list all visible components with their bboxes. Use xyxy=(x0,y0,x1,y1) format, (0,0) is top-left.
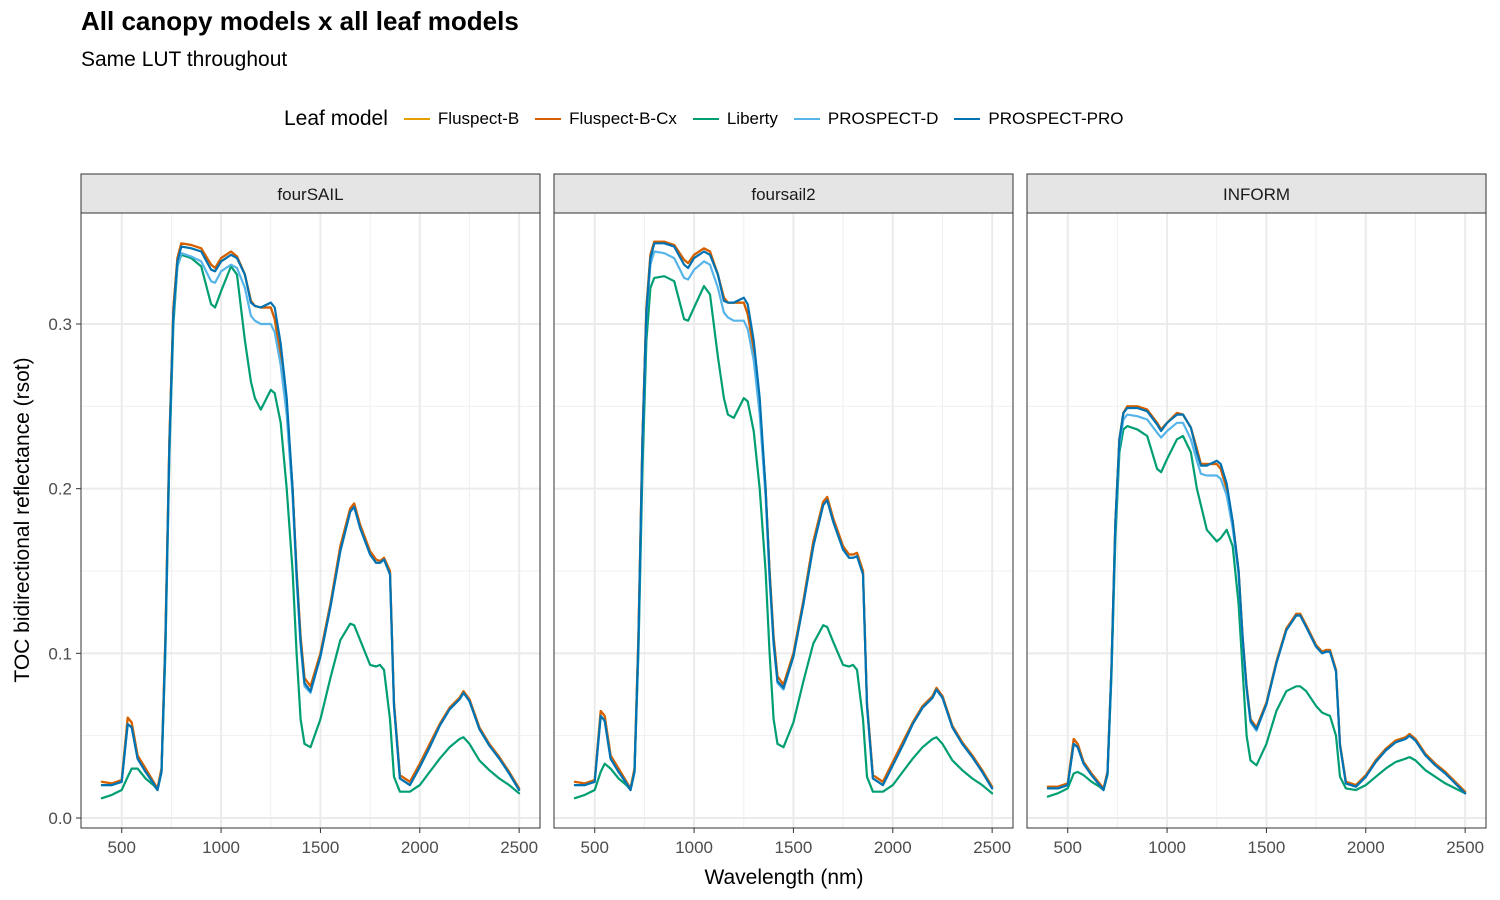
legend: Leaf model Fluspect-B Fluspect-B-Cx Libe… xyxy=(284,104,1140,134)
x-axis-label: Wavelength (nm) xyxy=(704,866,863,889)
series-line-prospect-pro xyxy=(573,242,994,792)
panel-strip xyxy=(553,173,1014,214)
y-tick-label: 0.1 xyxy=(48,644,72,663)
x-tick-label: 1500 xyxy=(302,838,340,857)
legend-key xyxy=(954,117,981,121)
x-tick-label: 500 xyxy=(581,838,609,857)
panel-inform: INFORM 500 1000 1500 2000 2500 xyxy=(1026,173,1487,857)
legend-label: Fluspect-B xyxy=(437,109,520,128)
legend-label: PROSPECT-D xyxy=(827,109,939,128)
chart-subtitle: Same LUT throughout xyxy=(81,48,288,71)
x-tick-label: 1000 xyxy=(1148,838,1186,857)
panel-border xyxy=(80,212,541,829)
y-tick-label: 0.0 xyxy=(48,809,72,828)
x-tick-label: 500 xyxy=(108,838,136,857)
x-tick-label: 1000 xyxy=(202,838,240,857)
panel-border xyxy=(553,212,1014,829)
legend-label: Liberty xyxy=(726,109,778,128)
x-tick-label: 2000 xyxy=(401,838,439,857)
panel-strip xyxy=(1026,173,1487,214)
legend-item-prospect-pro: PROSPECT-PRO xyxy=(954,109,1124,129)
x-tick-label: 500 xyxy=(1054,838,1082,857)
panel-strip-label: fourSAIL xyxy=(277,185,343,204)
panel-foursail: fourSAIL 500 1000 1500 2000 2500 0.0 0.1 0.2 0.3 xyxy=(48,173,541,857)
panel-strip-label: foursail2 xyxy=(751,185,815,204)
y-axis-label: TOC bidirectional reflectance (rsot) xyxy=(11,357,34,682)
legend-title: Leaf model xyxy=(284,107,388,130)
panel-foursail2: foursail2 500 1000 1500 2000 2500 xyxy=(553,173,1014,857)
legend-item-fluspect-b-cx: Fluspect-B-Cx xyxy=(535,109,677,129)
panel-strip-label: INFORM xyxy=(1223,185,1290,204)
x-tick-label: 2500 xyxy=(500,838,538,857)
legend-item-prospect-d: PROSPECT-D xyxy=(793,109,939,129)
series-line-prospect-pro xyxy=(1046,406,1467,795)
panel-strip xyxy=(80,173,541,214)
x-tick-label: 2500 xyxy=(1446,838,1484,857)
series-line-prospect-pro xyxy=(100,245,521,792)
legend-item-liberty: Liberty xyxy=(692,109,778,129)
legend-key xyxy=(535,117,562,121)
x-tick-label: 2000 xyxy=(1347,838,1385,857)
x-tick-label: 2000 xyxy=(874,838,912,857)
legend-key xyxy=(793,117,820,121)
y-tick-label: 0.2 xyxy=(48,480,72,499)
panel-background xyxy=(81,213,540,828)
x-tick-label: 2500 xyxy=(973,838,1011,857)
x-tick-label: 1500 xyxy=(1248,838,1286,857)
x-tick-label: 1500 xyxy=(775,838,813,857)
panel-background xyxy=(554,213,1013,828)
chart-title: All canopy models x all leaf models xyxy=(81,6,519,36)
legend-key xyxy=(403,117,430,121)
legend-item-fluspect-b: Fluspect-B xyxy=(403,109,520,129)
y-tick-label: 0.3 xyxy=(48,315,72,334)
panel-border xyxy=(1026,212,1487,829)
x-tick-label: 1000 xyxy=(675,838,713,857)
legend-key xyxy=(692,117,719,121)
legend-label: Fluspect-B-Cx xyxy=(569,109,677,128)
legend-label: PROSPECT-PRO xyxy=(988,109,1124,128)
